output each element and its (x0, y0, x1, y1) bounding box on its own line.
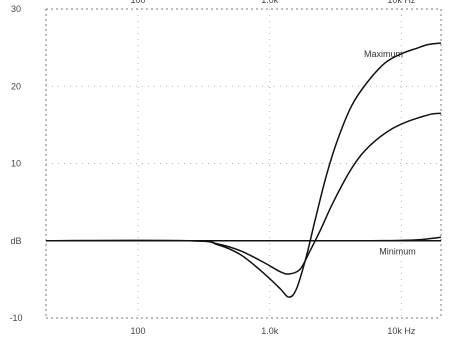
series-line-maximum (46, 43, 441, 297)
top-tick-label-0: 100 (131, 0, 146, 5)
x-tick-label-1: 1.0k (261, 326, 279, 336)
x-tick-label-0: 100 (131, 326, 146, 336)
tick-labels: 30 20 10 dB -10 100 1.0k 10k Hz (9, 4, 415, 336)
y-tick-label-3: dB (10, 236, 21, 246)
top-tick-labels: 100 1.0k 10k Hz (131, 0, 416, 5)
x-tick-label-2: 10k Hz (387, 326, 416, 336)
top-tick-label-1: 1.0k (261, 0, 279, 5)
y-tick-label-0: 30 (11, 4, 21, 14)
top-tick-label-2: 10k Hz (387, 0, 416, 5)
y-tick-label-1: 20 (11, 81, 21, 91)
annotation-minimum: Minimum (379, 247, 416, 257)
series-line-minimum (46, 237, 441, 241)
y-tick-label-2: 10 (11, 159, 21, 169)
annotation-maximum: Maximum (364, 49, 403, 59)
series-lines (46, 43, 441, 297)
y-tick-label-4: -10 (9, 313, 22, 323)
annotations: Maximum Minimum (364, 49, 416, 257)
